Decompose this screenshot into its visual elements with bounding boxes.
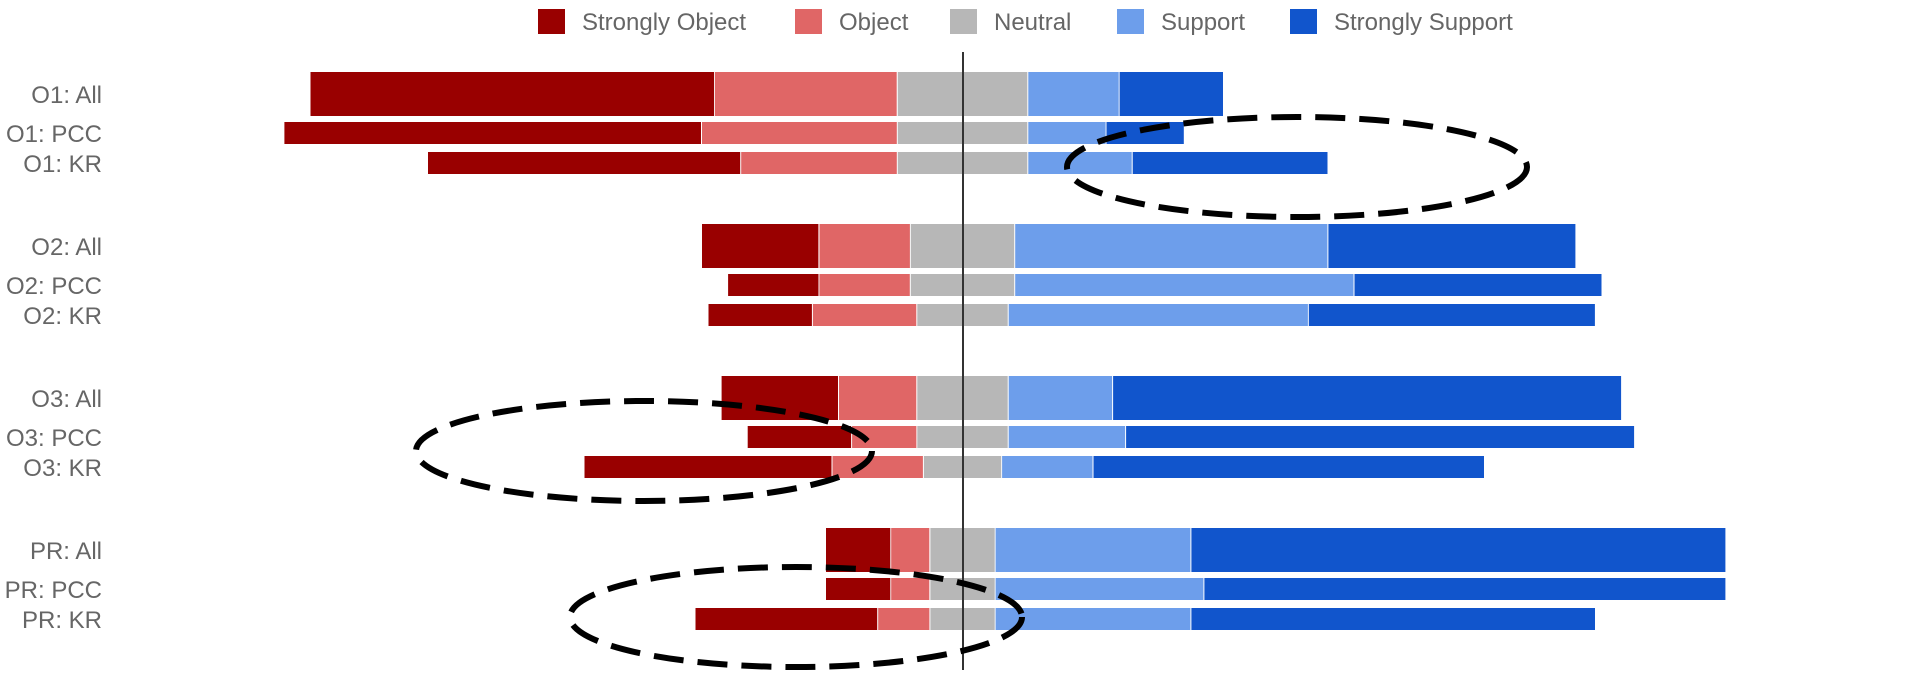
bar-segment-o3-all-object [839, 376, 917, 420]
legend-label-object: Object [839, 9, 909, 36]
bar-segment-o3-pcc-strongly-object [747, 426, 852, 448]
annotations [413, 114, 1530, 670]
bar-row-pr-kr: PR: KR [22, 607, 1595, 634]
bar-row-pr-all: PR: All [30, 528, 1726, 572]
bar-segment-o3-pcc-strongly-support [1126, 426, 1635, 448]
row-label-o1-kr: O1: KR [23, 151, 102, 178]
row-label-o3-all: O3: All [31, 386, 102, 413]
annotation-ellipse-1 [1064, 114, 1530, 220]
row-label-o3-pcc: O3: PCC [6, 425, 102, 452]
bar-segment-pr-pcc-object [891, 578, 930, 600]
bar-segment-o3-all-support [1008, 376, 1113, 420]
bar-segment-o2-kr-object [812, 304, 917, 326]
bar-segment-pr-kr-strongly-support [1191, 608, 1595, 630]
bar-segment-o3-all-strongly-support [1113, 376, 1622, 420]
bar-segment-o2-all-object [819, 224, 910, 268]
annotation-ellipse-2 [413, 398, 875, 504]
bar-segment-o1-pcc-object [702, 122, 897, 144]
bar-segment-o2-pcc-object [819, 274, 910, 296]
bar-row-o2-kr: O2: KR [23, 303, 1595, 330]
bar-segment-o3-pcc-support [1008, 426, 1126, 448]
bar-rows: O1: All O1: PCC O1: KR O2: All O2: PCC O2: KR… [5, 72, 1726, 634]
legend-swatch-strongly-object [538, 9, 565, 34]
bar-segment-o2-pcc-strongly-support [1354, 274, 1602, 296]
bar-segment-o3-kr-strongly-support [1093, 456, 1484, 478]
bar-segment-o3-kr-strongly-object [584, 456, 832, 478]
bar-segment-o3-kr-support [1002, 456, 1093, 478]
bar-row-o1-kr: O1: KR [23, 151, 1328, 178]
bar-row-o3-pcc: O3: PCC [6, 425, 1635, 452]
row-label-pr-all: PR: All [30, 538, 102, 565]
legend-swatch-neutral [950, 9, 977, 34]
bar-segment-o1-all-support [1028, 72, 1119, 116]
bar-row-o3-all: O3: All [31, 376, 1622, 420]
legend-label-strongly-object: Strongly Object [582, 9, 746, 36]
bar-segment-o1-kr-support [1028, 152, 1132, 174]
bar-row-o1-pcc: O1: PCC [6, 121, 1184, 148]
legend-swatch-object [795, 9, 822, 34]
bar-segment-pr-pcc-strongly-support [1204, 578, 1726, 600]
bar-segment-pr-kr-object [878, 608, 930, 630]
bar-segment-o2-kr-strongly-object [708, 304, 812, 326]
legend-swatch-support [1117, 9, 1144, 34]
bar-segment-o1-all-strongly-object [310, 72, 715, 116]
bar-segment-pr-kr-strongly-object [695, 608, 878, 630]
bar-segment-o2-pcc-strongly-object [728, 274, 819, 296]
legend-swatch-strongly-support [1290, 9, 1317, 34]
bar-segment-o2-all-strongly-support [1328, 224, 1576, 268]
row-label-o2-pcc: O2: PCC [6, 273, 102, 300]
legend-label-neutral: Neutral [994, 9, 1071, 36]
row-label-o2-kr: O2: KR [23, 303, 102, 330]
annotation-ellipse-3 [567, 564, 1025, 670]
bar-segment-o2-all-support [1015, 224, 1328, 268]
bar-segment-pr-pcc-support [995, 578, 1204, 600]
bar-segment-o2-kr-strongly-support [1308, 304, 1595, 326]
legend-label-support: Support [1161, 9, 1245, 36]
bar-segment-pr-all-strongly-object [826, 528, 891, 572]
bar-segment-o2-all-strongly-object [702, 224, 819, 268]
legend: Strongly Object Object Neutral Support Stron… [538, 9, 1513, 36]
bar-segment-o1-pcc-strongly-object [284, 122, 701, 144]
bar-segment-o1-all-object [715, 72, 897, 116]
bar-segment-o2-kr-support [1008, 304, 1308, 326]
bar-segment-pr-all-strongly-support [1191, 528, 1726, 572]
bar-segment-pr-kr-support [995, 608, 1191, 630]
row-label-o1-all: O1: All [31, 82, 102, 109]
legend-label-strongly-support: Strongly Support [1334, 9, 1513, 36]
bar-segment-o3-kr-object [832, 456, 923, 478]
row-label-pr-pcc: PR: PCC [5, 577, 102, 604]
bar-segment-o2-pcc-support [1015, 274, 1354, 296]
bar-segment-o1-all-strongly-support [1119, 72, 1223, 116]
bar-segment-o1-kr-strongly-support [1132, 152, 1328, 174]
row-label-o3-kr: O3: KR [23, 455, 102, 482]
bar-segment-o1-kr-object [741, 152, 897, 174]
bar-row-o1-all: O1: All [31, 72, 1223, 116]
bar-row-o2-all: O2: All [31, 224, 1576, 268]
bar-segment-o3-pcc-object [852, 426, 917, 448]
bar-row-o3-kr: O3: KR [23, 455, 1484, 482]
bar-row-pr-pcc: PR: PCC [5, 577, 1726, 604]
row-label-pr-kr: PR: KR [22, 607, 102, 634]
bar-segment-pr-pcc-strongly-object [826, 578, 891, 600]
bar-row-o2-pcc: O2: PCC [6, 273, 1602, 300]
bar-segment-o1-pcc-support [1028, 122, 1106, 144]
bar-segment-pr-all-object [891, 528, 930, 572]
bar-segment-o1-kr-strongly-object [428, 152, 741, 174]
row-label-o2-all: O2: All [31, 234, 102, 261]
bar-segment-pr-all-support [995, 528, 1191, 572]
row-label-o1-pcc: O1: PCC [6, 121, 102, 148]
